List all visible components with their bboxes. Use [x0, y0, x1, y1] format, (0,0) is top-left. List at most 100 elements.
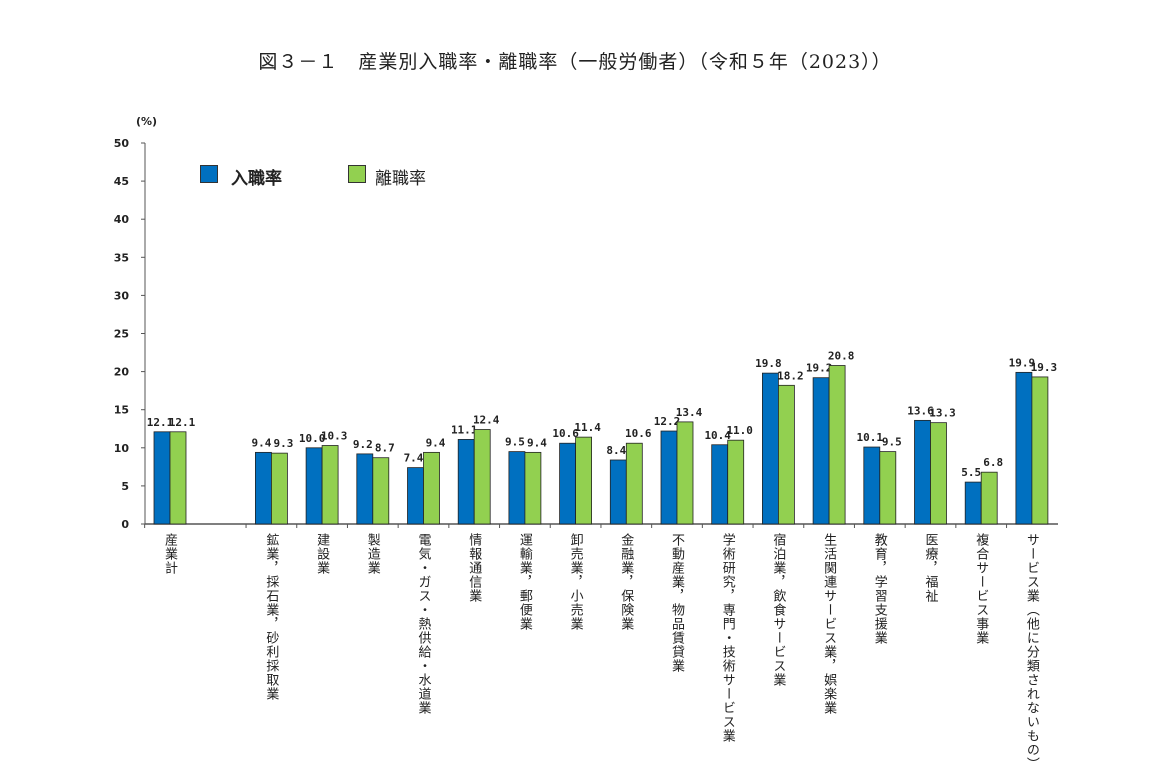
x-tick-label: 製造業 — [364, 533, 380, 575]
bar-separation — [270, 452, 288, 525]
bar-separation — [169, 431, 187, 525]
x-tick-label: 卸売業，小売業 — [567, 533, 583, 631]
data-label: 10.6 — [625, 427, 652, 440]
data-label: 19.3 — [1031, 361, 1058, 374]
bar-hire — [1015, 371, 1033, 525]
bar-separation — [575, 436, 592, 525]
y-tick-label: 45 — [114, 175, 129, 188]
data-label: 12.2 — [654, 415, 681, 428]
y-tick-label: 15 — [114, 404, 129, 417]
x-tick-label: 情報通信業 — [466, 533, 482, 603]
data-label: 12.1 — [169, 416, 196, 429]
x-tick-label: 金融業，保険業 — [618, 533, 634, 631]
data-label: 8.7 — [375, 442, 395, 455]
data-label: 9.4 — [251, 436, 271, 449]
data-label: 9.2 — [353, 438, 373, 451]
y-tick-label: 0 — [121, 518, 129, 531]
bar-hire — [356, 453, 374, 525]
data-label: 12.4 — [473, 414, 500, 427]
x-tick-label: サービス業（他に分類されないもの） — [1023, 533, 1039, 771]
bar-hire — [457, 439, 475, 525]
x-tick-label: 教育，学習支援業 — [871, 533, 887, 645]
y-tick-label: 10 — [114, 442, 130, 455]
bar-separation — [676, 421, 694, 525]
y-tick-label: 50 — [114, 137, 130, 150]
bar-hire — [609, 459, 627, 525]
data-label: 9.4 — [426, 436, 446, 449]
data-label: 9.5 — [505, 436, 525, 449]
y-tick-label: 20 — [114, 366, 130, 379]
x-tick-label: 複合サービス事業 — [973, 533, 989, 645]
legend-label-separation: 離職率 — [375, 169, 426, 189]
data-label: 20.8 — [828, 350, 855, 363]
legend-swatch-hire — [200, 165, 218, 183]
data-label: 10.6 — [552, 427, 579, 440]
x-tick-label: 鉱業，採石業，砂利採取業 — [263, 533, 279, 701]
x-tick-label: 電気・ガス・熱供給・水道業 — [415, 533, 431, 715]
bar-hire — [153, 431, 171, 525]
data-label: 13.6 — [907, 404, 934, 417]
bar-hire — [964, 481, 982, 525]
bar-hire — [254, 451, 272, 525]
data-label: 19.8 — [755, 357, 782, 370]
bar-separation — [1031, 376, 1049, 525]
bar-hire — [407, 467, 424, 525]
bar-hire — [508, 451, 526, 525]
bar-separation — [625, 442, 643, 525]
bar-separation — [778, 384, 795, 525]
bar-separation — [879, 451, 897, 525]
y-tick-label: 30 — [114, 289, 130, 302]
data-label: 13.4 — [676, 406, 703, 419]
data-label: 7.4 — [404, 452, 424, 465]
data-label: 19.2 — [806, 362, 833, 375]
data-label: 5.5 — [961, 466, 981, 479]
data-label: 9.4 — [527, 436, 547, 449]
bar-separation — [828, 365, 846, 525]
x-tick-label: 宿泊業，飲食サービス業 — [770, 533, 786, 687]
x-tick-label: 学術研究，専門・技術サービス業 — [719, 533, 735, 743]
bar-hire — [914, 419, 931, 525]
y-tick-label: 35 — [114, 251, 129, 264]
data-label: 13.3 — [929, 407, 956, 420]
data-label: 18.2 — [777, 369, 804, 382]
data-label: 19.9 — [1009, 356, 1036, 369]
bar-separation — [524, 451, 542, 525]
x-tick-label: 不動産業，物品賃貸業 — [669, 533, 684, 673]
x-tick-label: 産業計 — [162, 533, 177, 575]
data-label: 9.3 — [273, 437, 293, 450]
bar-separation — [930, 422, 947, 525]
y-tick-label: 5 — [121, 480, 129, 493]
bar-separation — [980, 471, 998, 525]
y-tick-label: 40 — [114, 213, 130, 226]
bar-separation — [727, 439, 745, 525]
x-tick-label: 運輸業，郵便業 — [516, 533, 532, 631]
data-label: 10.4 — [704, 429, 731, 442]
legend-swatch-separation — [348, 165, 366, 183]
bar-hire — [559, 442, 576, 525]
data-label: 10.1 — [857, 431, 884, 444]
bar-hire — [812, 377, 830, 525]
data-label: 11.0 — [726, 424, 753, 437]
bar-hire — [711, 444, 729, 525]
data-label: 9.5 — [882, 436, 902, 449]
data-label: 12.1 — [147, 416, 174, 429]
bar-separation — [473, 429, 491, 525]
bar-hire — [762, 372, 779, 525]
x-tick-label: 生活関連サービス業，娯楽業 — [821, 533, 837, 715]
x-tick-label: 建設業 — [314, 533, 330, 575]
bar-hire — [305, 447, 323, 525]
bar-separation — [372, 457, 390, 525]
x-tick-label: 医療，福祉 — [922, 533, 938, 603]
bar-separation — [321, 445, 339, 525]
data-label: 10.3 — [321, 430, 348, 443]
bar-separation — [423, 451, 440, 525]
data-label: 10.0 — [299, 432, 326, 445]
y-tick-label: 25 — [114, 328, 129, 341]
data-label: 11.4 — [574, 421, 601, 434]
bar-hire — [863, 446, 881, 525]
y-axis-unit: (%) — [136, 115, 158, 128]
legend-label-hire: 入職率 — [231, 169, 282, 189]
data-label: 11.1 — [451, 423, 478, 436]
bar-hire — [660, 430, 678, 525]
